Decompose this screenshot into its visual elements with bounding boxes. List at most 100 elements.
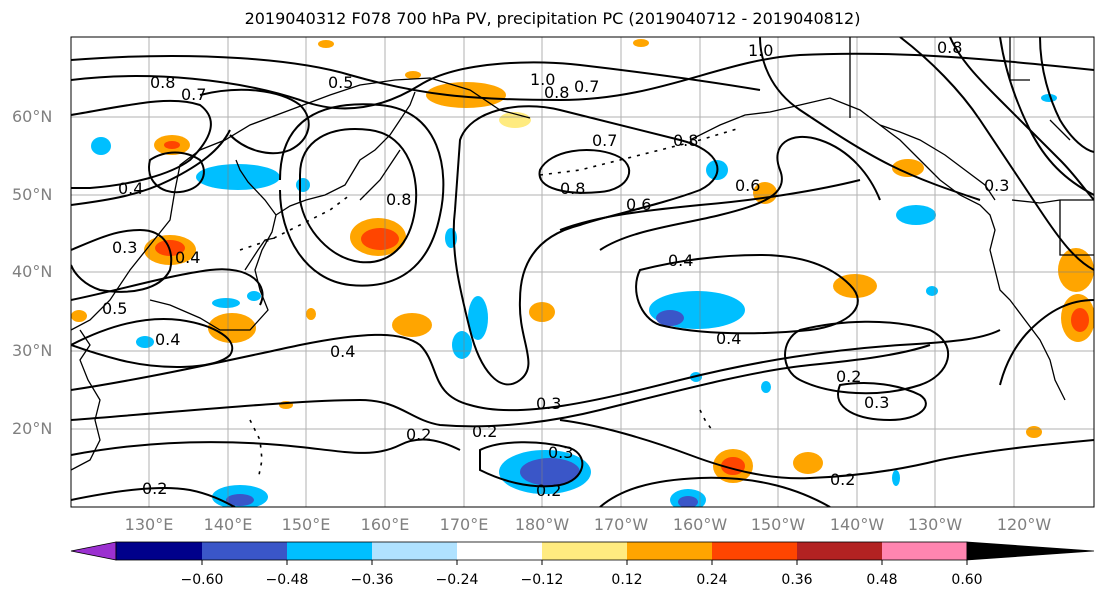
contour-line	[148, 151, 205, 194]
contour-line	[279, 103, 445, 287]
precip-blob	[445, 228, 457, 248]
lat-label: 20°N	[12, 419, 53, 438]
contour-label: 0.7	[574, 77, 599, 96]
precip-blob	[91, 137, 111, 155]
contour-line	[71, 344, 931, 428]
precip-blob	[892, 470, 900, 486]
contour-label: 0.7	[181, 85, 206, 104]
lon-label: 160°W	[672, 515, 728, 534]
contour-label: 0.3	[548, 443, 573, 462]
precip-blob	[1041, 94, 1057, 102]
contour-label: 0.3	[984, 176, 1009, 195]
lon-label: 180°W	[514, 515, 570, 534]
precip-blob	[896, 205, 936, 225]
map-title: 2019040312 F078 700 hPa PV, precipitatio…	[244, 9, 861, 28]
contour-label: 0.6	[626, 195, 651, 214]
precip-blob	[306, 308, 316, 320]
lon-label: 130°W	[907, 515, 963, 534]
contour-line	[479, 441, 584, 488]
contour-line	[784, 320, 950, 395]
colorbar-tick-label: −0.12	[520, 572, 564, 588]
contour-label: 0.2	[142, 479, 167, 498]
contour-line	[71, 438, 461, 456]
contour-line	[759, 37, 981, 201]
precip-blob	[678, 496, 698, 507]
contour-line	[452, 105, 719, 386]
colorbar-segment	[457, 542, 542, 560]
contour-label: 0.8	[673, 131, 698, 150]
precip-blob	[208, 313, 256, 343]
contour-label: 0.2	[836, 367, 861, 386]
contour-line	[71, 228, 173, 293]
contour-label: 0.3	[112, 238, 137, 257]
precip-blob	[361, 228, 399, 250]
lon-label: 160°E	[360, 515, 410, 534]
contour-label: 0.2	[406, 425, 431, 444]
contour-label: 0.3	[536, 394, 561, 413]
precip-blob	[1058, 248, 1094, 292]
lon-label: 150°W	[750, 515, 806, 534]
contour-label: 1.0	[530, 70, 555, 89]
precip-blob	[196, 164, 280, 190]
contour-label: 0.4	[155, 330, 180, 349]
precip-blob	[164, 141, 180, 149]
precip-blob	[468, 296, 488, 340]
contour-label: 0.4	[716, 329, 741, 348]
precip-blob	[212, 298, 240, 308]
contour-label: 0.5	[328, 73, 353, 92]
lon-label: 130°E	[124, 515, 174, 534]
colorbar-tick-label: −0.24	[435, 572, 479, 588]
lat-label: 40°N	[12, 262, 53, 281]
contour-line	[999, 299, 1094, 386]
lon-label: 170°W	[593, 515, 649, 534]
contour-line	[949, 37, 1094, 201]
colorbar-segment	[202, 542, 287, 560]
colorbar-tick-label: −0.60	[180, 572, 224, 588]
contour-label: 0.4	[118, 179, 143, 198]
precip-blob	[633, 39, 649, 47]
precip-blob	[296, 178, 310, 192]
precip-blob	[520, 458, 580, 486]
precip-blob	[1071, 308, 1089, 332]
colorbar-tick-label: −0.48	[265, 572, 309, 588]
colorbar-segment	[627, 542, 712, 560]
colorbar-segment	[712, 542, 797, 560]
colorbar-tick-label: 0.60	[951, 572, 983, 588]
lon-label: 140°W	[829, 515, 885, 534]
contour-label: 0.3	[864, 393, 889, 412]
contour-line	[635, 253, 859, 335]
contour-line	[559, 419, 1094, 480]
colorbar-segment	[372, 542, 457, 560]
precip-blob	[793, 452, 823, 474]
colorbar-segment	[882, 542, 967, 560]
colorbar-segment	[70, 541, 117, 561]
contour-line	[599, 135, 881, 251]
contour-label: 0.2	[472, 422, 497, 441]
lon-label: 120°W	[996, 515, 1052, 534]
precip-blob	[656, 310, 684, 326]
contour-line	[71, 99, 212, 189]
precip-blob	[392, 313, 432, 337]
contour-label: 0.2	[536, 481, 561, 500]
precip-blob	[136, 336, 154, 348]
positive-precip-areas	[71, 39, 1094, 483]
contour-label: 0.4	[668, 251, 693, 270]
contour-label: 0.5	[102, 299, 127, 318]
contour-label: 0.7	[592, 131, 617, 150]
contour-line	[1039, 37, 1094, 153]
colorbar-segment	[542, 542, 627, 560]
precip-blob	[892, 159, 924, 177]
colorbar	[70, 541, 1095, 565]
contour-label: 0.8	[150, 73, 175, 92]
contour-line	[999, 37, 1094, 196]
colorbar-segment	[797, 542, 882, 560]
contour-label: 0.6	[735, 176, 760, 195]
colorbar-segment	[966, 541, 1095, 561]
colorbar-tick-label: 0.12	[611, 572, 643, 588]
colorbar-tick-label: −0.36	[350, 572, 394, 588]
contour-label: 0.2	[830, 470, 855, 489]
contour-line	[538, 149, 631, 194]
contour-label: 0.8	[937, 38, 962, 57]
lon-label: 140°E	[203, 515, 253, 534]
